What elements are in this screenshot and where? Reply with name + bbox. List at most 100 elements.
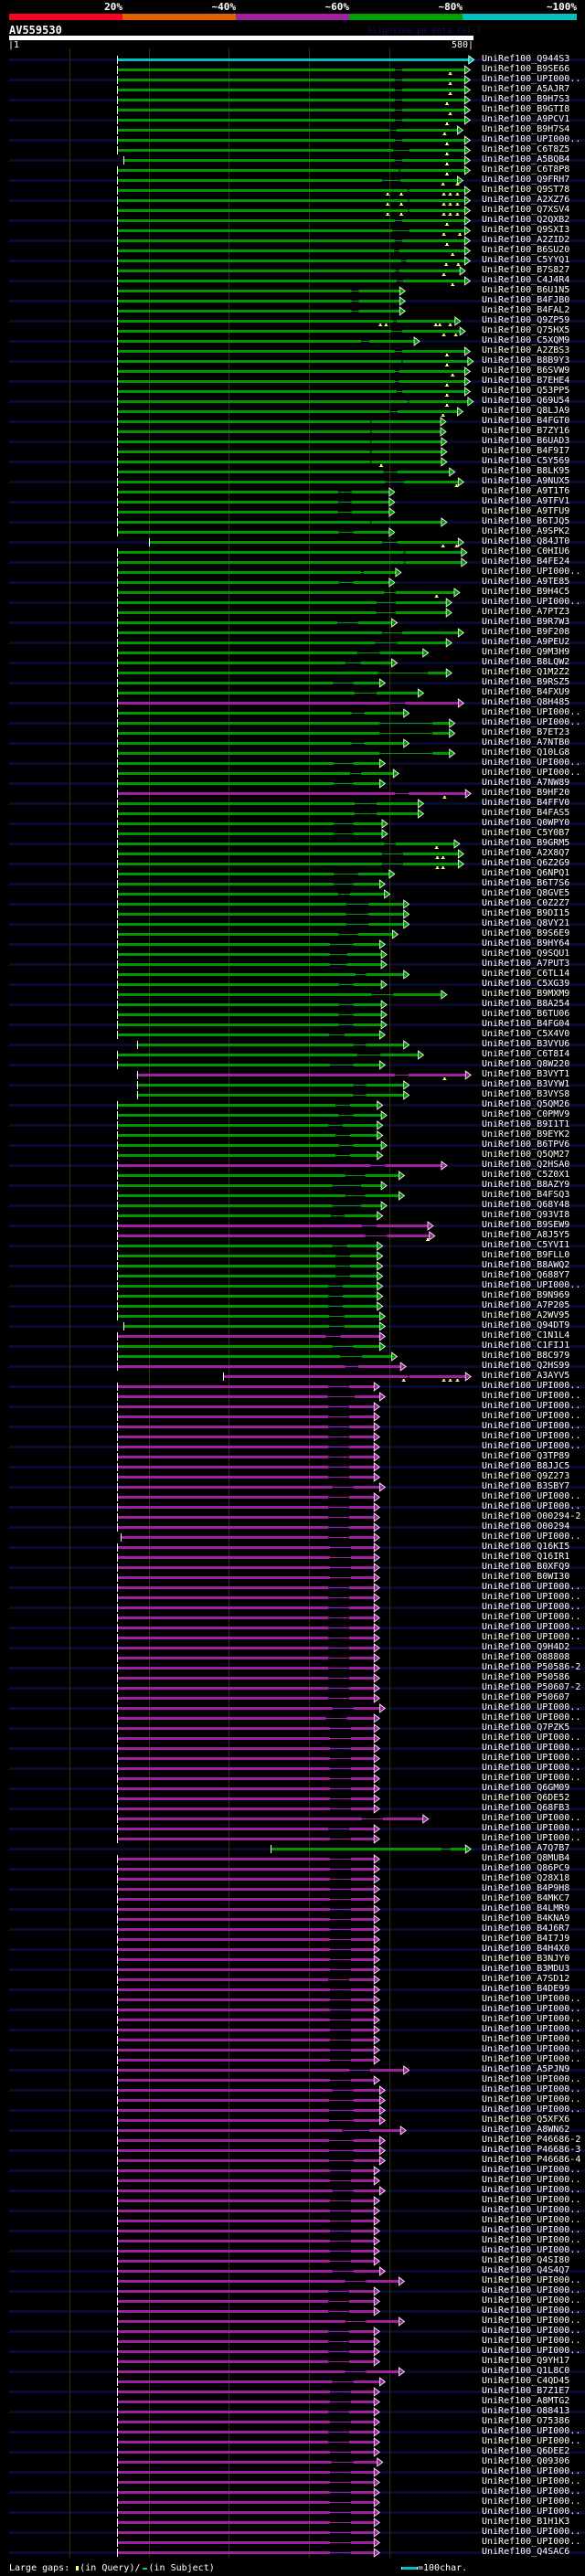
hit-label[interactable]: UniRef100_B8B9Y3 (482, 355, 570, 366)
hit-label[interactable]: UniRef100_UPI000.. (482, 2175, 581, 2185)
hit-label[interactable]: UniRef100_Q9Z273 (482, 1471, 570, 1481)
hit-label[interactable]: UniRef100_Q9ZP59 (482, 315, 570, 325)
hit-label[interactable]: UniRef100_B9RSZ5 (482, 677, 570, 687)
hit-label[interactable]: UniRef100_P50586 (482, 1672, 570, 1682)
hit-label[interactable]: UniRef100_UPI000.. (482, 2436, 581, 2446)
hit-label[interactable]: UniRef100_C1N1L4 (482, 1330, 570, 1341)
hit-label[interactable]: UniRef100_Q5XFX6 (482, 2115, 570, 2125)
hit-label[interactable]: UniRef100_UPI000.. (482, 2044, 581, 2054)
hit-label[interactable]: UniRef100_A7P205 (482, 1300, 570, 1310)
hit-label[interactable]: UniRef100_B3MDU3 (482, 1964, 570, 1974)
hit-label[interactable]: UniRef100_A9TE85 (482, 577, 570, 587)
hit-label[interactable]: UniRef100_Q3TP89 (482, 1451, 570, 1461)
hit-label[interactable]: UniRef100_UPI000.. (482, 2014, 581, 2024)
hit-label[interactable]: UniRef100_B8LQW2 (482, 657, 570, 667)
hit-label[interactable]: UniRef100_C5YVI1 (482, 1240, 570, 1250)
hit-label[interactable]: UniRef100_UPI000.. (482, 2074, 581, 2084)
hit-label[interactable]: UniRef100_B4F9I7 (482, 446, 570, 456)
hit-label[interactable]: UniRef100_Q7PZK5 (482, 1723, 570, 1733)
hit-label[interactable]: UniRef100_C0Z2Z7 (482, 898, 570, 908)
hit-label[interactable]: UniRef100_UPI000.. (482, 2084, 581, 2094)
hit-label[interactable]: UniRef100_UPI000.. (482, 2316, 581, 2326)
hit-label[interactable]: UniRef100_C5XG39 (482, 979, 570, 989)
hit-label[interactable]: UniRef100_A9TFV1 (482, 496, 570, 506)
hit-label[interactable]: UniRef100_UPI000.. (482, 134, 581, 144)
hit-label[interactable]: UniRef100_B4FG04 (482, 1019, 570, 1029)
hit-label[interactable]: UniRef100_UPI000.. (482, 2034, 581, 2044)
hit-label[interactable]: UniRef100_UPI000.. (482, 2004, 581, 2014)
hit-label[interactable]: UniRef100_A7PUT3 (482, 959, 570, 969)
hit-label[interactable]: UniRef100_Q28X18 (482, 1873, 570, 1883)
hit-label[interactable]: UniRef100_C5YYQ1 (482, 255, 570, 265)
hit-label[interactable]: UniRef100_C5Y0B7 (482, 828, 570, 838)
hit-label[interactable]: UniRef100_UPI000.. (482, 2275, 581, 2285)
hit-label[interactable]: UniRef100_B4FSQ3 (482, 1190, 570, 1200)
hit-label[interactable]: UniRef100_A2ZID2 (482, 235, 570, 245)
hit-label[interactable]: UniRef100_Q93VI8 (482, 1210, 570, 1220)
hit-label[interactable]: UniRef100_Q9FRH7 (482, 175, 570, 185)
hit-label[interactable]: UniRef100_P50607 (482, 1692, 570, 1702)
hit-label[interactable]: UniRef100_A5PJN9 (482, 2064, 570, 2074)
hit-label[interactable]: UniRef100_UPI000.. (482, 1833, 581, 1843)
hit-label[interactable]: UniRef100_A7NTB0 (482, 737, 570, 747)
hit-label[interactable]: UniRef100_UPI000.. (482, 2205, 581, 2215)
hit-label[interactable]: UniRef100_Q6NPQ1 (482, 868, 570, 878)
hit-label[interactable]: UniRef100_B9H7S3 (482, 94, 570, 104)
hit-label[interactable]: UniRef100_UPI000.. (482, 2185, 581, 2195)
hit-label[interactable]: UniRef100_B3VYW1 (482, 1079, 570, 1089)
hit-label[interactable]: UniRef100_Q75HX5 (482, 325, 570, 335)
hit-label[interactable]: UniRef100_B9S6E9 (482, 928, 570, 938)
hit-label[interactable]: UniRef100_Q5QM27 (482, 1150, 570, 1160)
hit-label[interactable]: UniRef100_UPI000.. (482, 2245, 581, 2255)
hit-label[interactable]: UniRef100_A9PEU2 (482, 637, 570, 647)
hit-label[interactable]: UniRef100_UPI000.. (482, 2336, 581, 2346)
hit-label[interactable]: UniRef100_B9H7S4 (482, 124, 570, 134)
hit-label[interactable]: UniRef100_UPI000.. (482, 707, 581, 717)
hit-label[interactable]: UniRef100_Q86PC9 (482, 1863, 570, 1873)
hit-label[interactable]: UniRef100_B9EYK2 (482, 1129, 570, 1140)
hit-label[interactable]: UniRef100_A2X8Q7 (482, 848, 570, 858)
hit-label[interactable]: UniRef100_B4LMR9 (482, 1903, 570, 1913)
hit-label[interactable]: UniRef100_Q68FB3 (482, 1803, 570, 1813)
hit-label[interactable]: UniRef100_B4I7J9 (482, 1934, 570, 1944)
hit-label[interactable]: UniRef100_Q8W220 (482, 1059, 570, 1069)
hit-label[interactable]: UniRef100_UPI000.. (482, 1702, 581, 1712)
hit-label[interactable]: UniRef100_UPI000.. (482, 2527, 581, 2537)
hit-label[interactable]: UniRef100_UPI000.. (482, 2215, 581, 2225)
hit-label[interactable]: UniRef100_B3NJY0 (482, 1954, 570, 1964)
hit-label[interactable]: UniRef100_B9SE66 (482, 64, 570, 74)
hit-label[interactable]: UniRef100_B6SVW9 (482, 366, 570, 376)
hit-label[interactable]: UniRef100_A8J5Y5 (482, 1230, 570, 1240)
hit-label[interactable]: UniRef100_UPI000.. (482, 1813, 581, 1823)
hit-label[interactable]: UniRef100_Q0WPY0 (482, 818, 570, 828)
hit-label[interactable]: UniRef100_UPI000.. (482, 2104, 581, 2115)
hit-label[interactable]: UniRef100_B4FXU9 (482, 687, 570, 697)
hit-label[interactable]: UniRef100_B6SU20 (482, 245, 570, 255)
hit-label[interactable]: UniRef100_C4QD45 (482, 2376, 570, 2386)
hit-label[interactable]: UniRef100_UPI000.. (482, 2466, 581, 2476)
hit-label[interactable]: UniRef100_B7Z1E7 (482, 2386, 570, 2396)
hit-label[interactable]: UniRef100_UPI000.. (482, 768, 581, 778)
hit-label[interactable]: UniRef100_Q8VY21 (482, 918, 570, 928)
hit-label[interactable]: UniRef100_B8LK95 (482, 466, 570, 476)
hit-label[interactable]: UniRef100_B4KNA9 (482, 1913, 570, 1924)
hit-label[interactable]: UniRef100_Q16IR1 (482, 1552, 570, 1562)
hit-label[interactable]: UniRef100_UPI000.. (482, 758, 581, 768)
hit-label[interactable]: UniRef100_B7ET23 (482, 727, 570, 737)
hit-label[interactable]: UniRef100_P46686-4 (482, 2155, 581, 2165)
hit-label[interactable]: UniRef100_B8AZY9 (482, 1180, 570, 1190)
hit-label[interactable]: UniRef100_UPI000.. (482, 2235, 581, 2245)
hit-label[interactable]: UniRef100_Q84JT0 (482, 536, 570, 546)
hit-label[interactable]: UniRef100_C5Z0X1 (482, 1170, 570, 1180)
hit-label[interactable]: UniRef100_C5X4V0 (482, 1029, 570, 1039)
hit-label[interactable]: UniRef100_B4FE24 (482, 557, 570, 567)
hit-label[interactable]: UniRef100_Q2HSA0 (482, 1160, 570, 1170)
hit-label[interactable]: UniRef100_UPI000.. (482, 1381, 581, 1391)
hit-label[interactable]: UniRef100_A7NW89 (482, 778, 570, 788)
hit-label[interactable]: UniRef100_UPI000.. (482, 1592, 581, 1602)
hit-label[interactable]: UniRef100_Q9SXI3 (482, 225, 570, 235)
hit-label[interactable]: UniRef100_UPI000.. (482, 567, 581, 577)
hit-label[interactable]: UniRef100_UPI000.. (482, 1753, 581, 1763)
hit-label[interactable]: UniRef100_Q16KI5 (482, 1542, 570, 1552)
hit-label[interactable]: UniRef100_B4MKC7 (482, 1893, 570, 1903)
